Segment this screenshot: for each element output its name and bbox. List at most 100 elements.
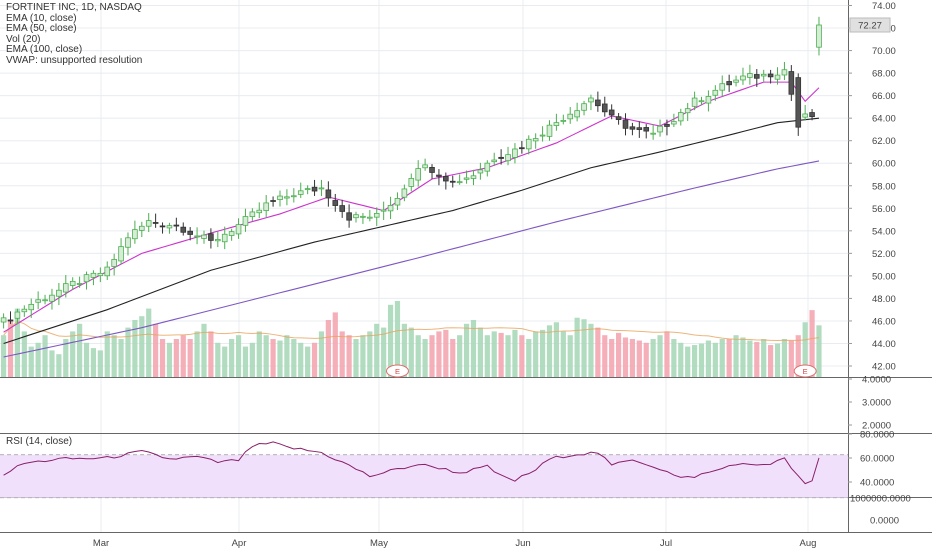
volume-bar bbox=[705, 340, 712, 377]
price-tick-label: 56.00 bbox=[872, 204, 896, 215]
volume-bar bbox=[788, 340, 794, 377]
volume-bar bbox=[546, 325, 553, 377]
volume-bar bbox=[526, 339, 532, 377]
earnings-marker[interactable]: E bbox=[793, 364, 817, 378]
candle-body bbox=[525, 138, 532, 150]
candle-body bbox=[332, 200, 339, 206]
candle-body bbox=[774, 74, 781, 80]
ema50-line bbox=[3, 117, 820, 344]
volume-bar bbox=[201, 323, 207, 377]
bottom-tick-label: 0.0000 bbox=[870, 516, 899, 527]
volume-bar bbox=[602, 335, 608, 377]
candle-body bbox=[394, 198, 401, 206]
candle-body bbox=[263, 202, 269, 211]
volume-bar bbox=[671, 339, 677, 377]
volume-bar bbox=[747, 340, 753, 377]
volume-bar bbox=[519, 335, 525, 377]
candle-body bbox=[553, 122, 560, 126]
volume-bar bbox=[153, 323, 159, 377]
rsi-line bbox=[3, 441, 820, 485]
axis-layer: 74.0072.0070.0068.0066.0064.0062.0060.00… bbox=[93, 1, 911, 549]
volume-bar bbox=[512, 329, 518, 377]
candle-body bbox=[0, 317, 7, 323]
volume-bar bbox=[70, 331, 76, 377]
price-tick-label: 74.00 bbox=[872, 1, 896, 12]
candle-body bbox=[221, 233, 228, 243]
volume-bar bbox=[581, 319, 587, 377]
candle-body bbox=[152, 222, 159, 224]
candle-body bbox=[650, 132, 656, 135]
volume-bar bbox=[740, 337, 746, 377]
volume-bar bbox=[477, 327, 483, 377]
legend-ema10[interactable]: EMA (10, close) bbox=[6, 12, 77, 24]
candle-body bbox=[816, 24, 822, 48]
volume-bar bbox=[422, 339, 428, 377]
candle-body bbox=[297, 190, 304, 195]
price-tick-label: 42.00 bbox=[872, 362, 896, 373]
volume-bar bbox=[146, 308, 152, 377]
candle-body bbox=[42, 299, 48, 302]
volume-bar bbox=[35, 342, 41, 377]
volume-bar bbox=[1, 335, 7, 377]
candle-body bbox=[228, 231, 235, 236]
candle-body bbox=[726, 81, 732, 86]
volume-bar bbox=[664, 331, 670, 377]
earnings-marker-label: E bbox=[803, 367, 808, 376]
candle-body bbox=[740, 75, 746, 81]
aux-tick-label: 2.0000 bbox=[862, 421, 891, 432]
volume-bar bbox=[298, 342, 304, 377]
volume-bar bbox=[809, 310, 815, 377]
candle-body bbox=[291, 195, 297, 198]
legend-vwap[interactable]: VWAP: unsupported resolution bbox=[6, 54, 143, 66]
legend-volume[interactable]: Vol (20) bbox=[6, 33, 41, 45]
candle-body bbox=[97, 272, 104, 277]
candle-layer bbox=[0, 16, 822, 329]
candle-body bbox=[788, 71, 795, 95]
candle-body bbox=[677, 112, 684, 122]
candle-body bbox=[505, 154, 511, 162]
volume-bar bbox=[450, 339, 456, 377]
volume-bar bbox=[491, 331, 497, 377]
candle-body bbox=[470, 175, 477, 179]
candle-body bbox=[581, 103, 587, 111]
candle-body bbox=[671, 121, 677, 125]
volume-bar bbox=[560, 331, 566, 377]
candle-body bbox=[657, 125, 663, 133]
candle-body bbox=[539, 134, 546, 137]
volume-bar bbox=[222, 346, 228, 377]
candle-body bbox=[277, 195, 283, 200]
volume-bar bbox=[429, 335, 435, 377]
legend-ema50[interactable]: EMA (50, close) bbox=[6, 23, 77, 35]
candle-body bbox=[519, 147, 525, 150]
volume-bar bbox=[781, 339, 788, 377]
rsi-legend[interactable]: RSI (14, close) bbox=[6, 436, 73, 447]
volume-bar bbox=[7, 320, 14, 377]
candle-body bbox=[69, 280, 76, 286]
candle-body bbox=[311, 186, 318, 192]
candle-body bbox=[249, 211, 256, 218]
volume-bar bbox=[615, 332, 622, 377]
earnings-marker[interactable]: E bbox=[385, 364, 409, 378]
price-tick-label: 60.00 bbox=[872, 159, 896, 170]
candle-body bbox=[498, 156, 504, 159]
volume-bar bbox=[346, 335, 352, 377]
volume-ma-line bbox=[3, 320, 820, 341]
volume-ma-layer bbox=[3, 320, 820, 341]
legend-ema100[interactable]: EMA (100, close) bbox=[6, 44, 83, 56]
volume-bar bbox=[795, 335, 801, 377]
volume-bar bbox=[83, 342, 90, 377]
volume-bar bbox=[229, 339, 235, 377]
x-tick-label: Jun bbox=[515, 538, 530, 549]
ema-layer bbox=[3, 81, 820, 358]
volume-bar bbox=[401, 323, 407, 377]
candle-body bbox=[601, 103, 608, 113]
price-tick-label: 66.00 bbox=[872, 91, 896, 102]
price-tick-label: 70.00 bbox=[872, 46, 896, 57]
candle-body bbox=[304, 188, 311, 191]
candle-body bbox=[719, 83, 726, 91]
volume-bar bbox=[305, 346, 311, 377]
volume-bar bbox=[574, 317, 580, 377]
chart-legend: FORTINET INC, 1D, NASDAQ EMA (10, close)… bbox=[6, 2, 143, 67]
